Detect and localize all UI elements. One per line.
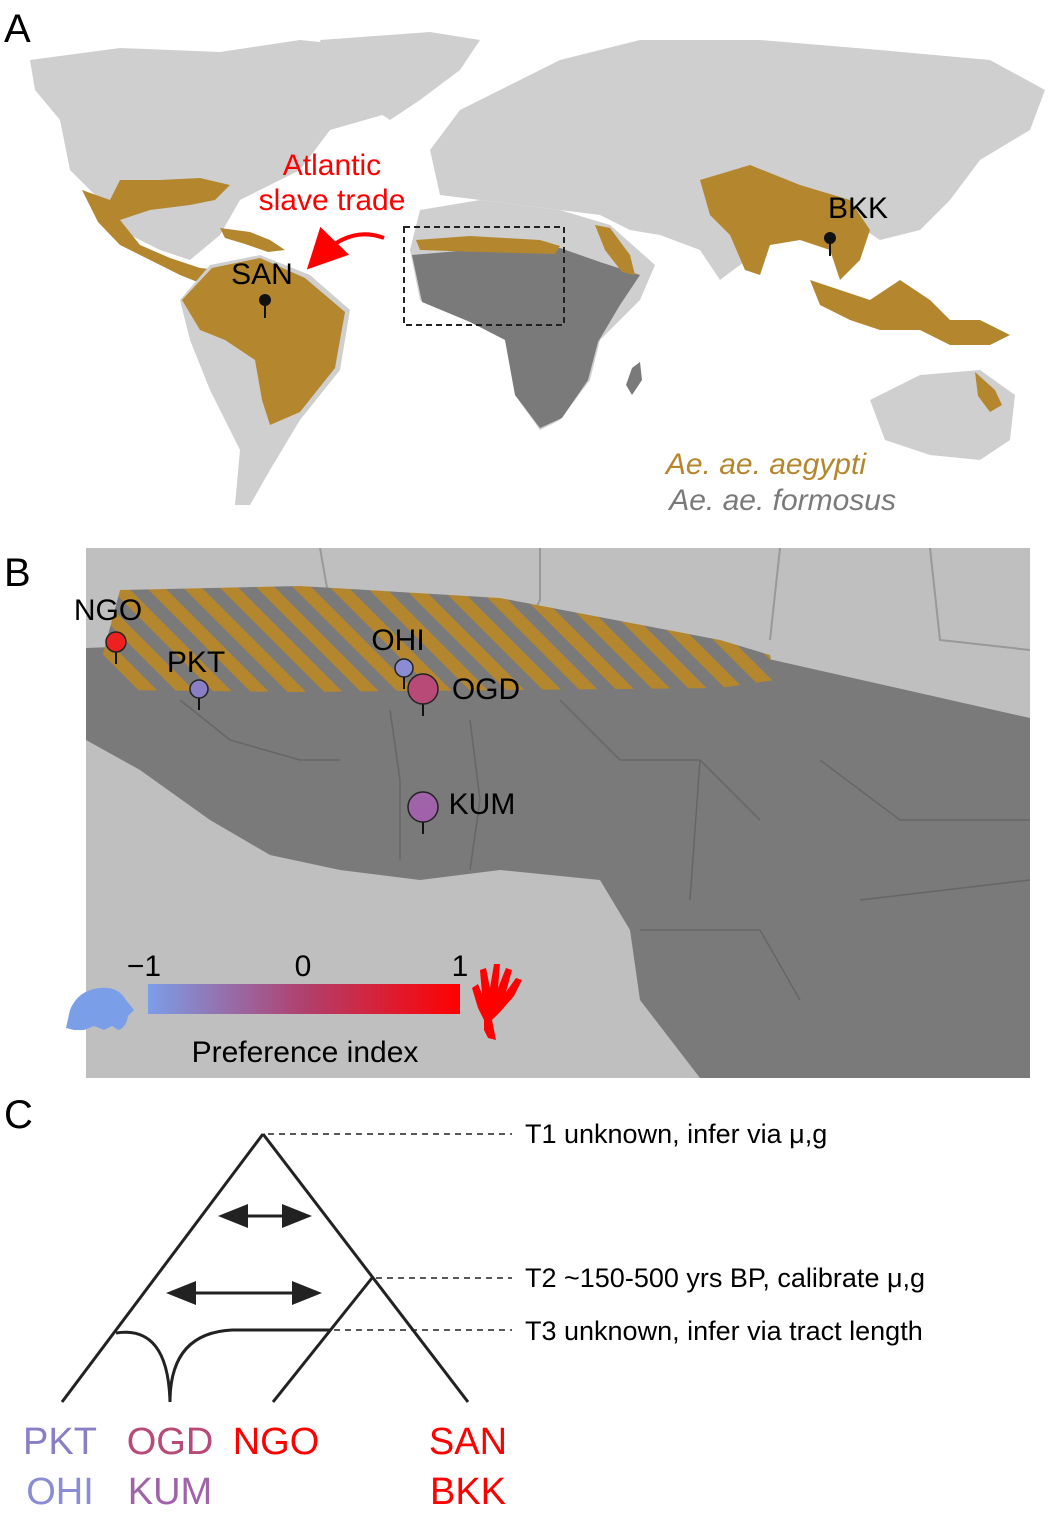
site-pin-ohi: OHI — [371, 624, 425, 689]
scale-title: Preference index — [192, 1036, 419, 1069]
time-label-t3: T3 unknown, infer via tract length — [525, 1316, 923, 1346]
west-africa-map — [86, 548, 1030, 1078]
scale-max-label: 1 — [452, 950, 469, 983]
leaf-label-bkk: BKK — [430, 1471, 506, 1513]
site-pin-ngo: NGO — [74, 594, 142, 664]
central-america-aegypti — [82, 178, 230, 285]
site-label-ogd: OGD — [452, 673, 520, 706]
site-pin-kum: KUM — [407, 788, 516, 834]
panel-a: A — [4, 7, 1045, 517]
formosus-region — [86, 640, 1030, 1078]
human-hand-icon — [472, 964, 522, 1040]
time-label-t1: T1 unknown, infer via μ,g — [525, 1119, 827, 1149]
legend-aegypti: Ae. ae. aegypti — [664, 448, 867, 481]
site-label-bkk: BKK — [828, 192, 888, 225]
admixture-left-arc — [115, 1330, 172, 1403]
site-label-ngo: NGO — [74, 594, 142, 627]
scale-min-label: −1 — [127, 950, 161, 983]
legend-formosus: Ae. ae. formosus — [667, 484, 896, 517]
site-label-san: SAN — [231, 258, 293, 291]
madagascar-formosus — [626, 362, 642, 395]
caribbean-aegypti — [220, 228, 285, 252]
eurasia-landmass — [430, 40, 1045, 280]
panel-a-letter: A — [4, 7, 31, 51]
map-pin-san: SAN — [231, 258, 293, 318]
australia-aegypti — [975, 372, 1002, 412]
greenland-landmass — [320, 32, 480, 120]
red-sea-aegypti — [595, 225, 635, 275]
west-africa-inset-box — [403, 226, 565, 326]
tree-outer-right — [261, 1133, 470, 1403]
panel-b-letter: B — [4, 551, 31, 595]
site-label-ohi: OHI — [371, 624, 424, 657]
site-label-pkt: PKT — [167, 646, 225, 679]
leaf-label-ogd: OGD — [127, 1421, 214, 1463]
site-label-kum: KUM — [449, 788, 516, 821]
country-borders-south — [179, 699, 1030, 1001]
tree-outer-left — [60, 1133, 265, 1403]
hatched-aegypti-band — [100, 586, 775, 692]
site-pin-pkt: PKT — [167, 646, 225, 710]
panel-c-letter: C — [4, 1093, 33, 1137]
tree-inner-branch — [271, 1277, 374, 1403]
migration-arrows — [166, 1204, 322, 1305]
panel-b: B — [4, 548, 1030, 1078]
se-asia-aegypti — [810, 280, 1010, 345]
panel-c: C T1 unknown, infer via μ,g T2 ~150-500 … — [4, 1093, 925, 1513]
scale-mid-label: 0 — [295, 950, 312, 983]
annotation-line-2: slave trade — [259, 184, 406, 217]
map-pin-bkk: BKK — [824, 192, 888, 256]
south-america-aegypti — [182, 258, 345, 425]
annotation-line-1: Atlantic — [283, 149, 381, 182]
world-map — [30, 32, 1045, 505]
leaf-label-kum: KUM — [128, 1471, 212, 1513]
preference-gradient-bar — [148, 984, 460, 1014]
slave-trade-arrow — [306, 226, 385, 270]
leaf-label-ohi: OHI — [26, 1471, 94, 1513]
guinea-pig-icon — [66, 987, 134, 1030]
time-label-t2: T2 ~150-500 yrs BP, calibrate μ,g — [525, 1263, 925, 1293]
africa-formosus — [412, 248, 640, 428]
preference-scale: −1 0 1 Preference index — [66, 950, 522, 1069]
australia-landmass — [870, 370, 1015, 460]
africa-aegypti-band — [416, 236, 560, 254]
south-asia-aegypti — [700, 165, 870, 280]
admixture-right-branch — [168, 1328, 330, 1403]
phylogeny-tree — [60, 1133, 470, 1403]
time-guides — [268, 1133, 512, 1331]
leaf-label-pkt: PKT — [23, 1421, 97, 1463]
leaf-label-ngo: NGO — [233, 1421, 320, 1463]
site-pin-ogd: OGD — [407, 673, 520, 716]
leaf-label-san: SAN — [429, 1421, 507, 1463]
